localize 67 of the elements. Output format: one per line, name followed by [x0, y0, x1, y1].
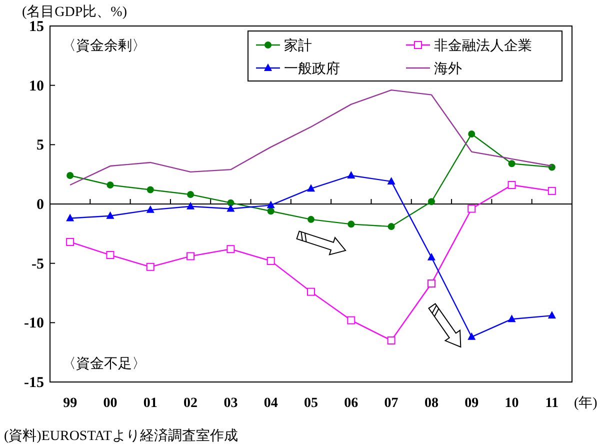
point: [347, 171, 356, 179]
annotation: 〈資金不足〉: [62, 356, 146, 372]
x-tick-label: 08: [424, 396, 438, 411]
point: [146, 205, 154, 213]
annotation: 〈資金余剰〉: [62, 38, 146, 54]
point: [347, 316, 356, 324]
point: [106, 211, 114, 219]
x-tick-label: 02: [184, 396, 198, 411]
point: [266, 200, 275, 208]
point: [508, 160, 516, 168]
point: [186, 252, 195, 260]
y-axis-title: (名目GDP比、%): [22, 4, 128, 20]
legend-label: 海外: [434, 61, 462, 77]
point: [468, 130, 476, 138]
point: [508, 314, 516, 322]
x-tick-label: 05: [304, 396, 318, 411]
point: [548, 186, 556, 195]
x-tick-label: 01: [143, 396, 158, 411]
point: [66, 172, 74, 180]
y-tick-label: 10: [29, 78, 44, 94]
point: [307, 288, 315, 296]
x-tick-label: 99: [63, 396, 78, 411]
point: [66, 214, 74, 222]
y-tick-label: -15: [24, 375, 44, 391]
point: [387, 176, 396, 184]
point: [548, 311, 556, 319]
point: [106, 251, 114, 260]
y-tick-label: -5: [32, 256, 44, 272]
x-tick-label: 03: [224, 396, 238, 411]
point: [66, 238, 74, 246]
point: [226, 204, 235, 212]
point: [308, 216, 314, 223]
point: [186, 202, 195, 210]
y-tick-label: 5: [36, 138, 44, 154]
point: [427, 252, 436, 260]
x-tick-label: 00: [103, 396, 118, 411]
y-tick-label: 0: [36, 197, 44, 213]
point: [146, 262, 154, 271]
point: [307, 184, 315, 192]
point: [187, 191, 194, 198]
x-tick-label: 10: [504, 396, 519, 411]
y-tick-label: -10: [24, 316, 44, 332]
text: (資料)EUROSTATより経済調査室作成: [4, 428, 238, 444]
point: [227, 199, 234, 206]
point: [226, 245, 235, 254]
point: [146, 186, 154, 194]
point: [387, 336, 396, 344]
x-tick-label: 04: [264, 396, 278, 411]
y-tick-label: 15: [29, 19, 44, 35]
x-tick-label: 09: [464, 396, 479, 411]
x-tick-label: 06: [344, 396, 358, 411]
point: [428, 198, 435, 206]
x-axis-title: (年): [574, 395, 598, 411]
legend-label: 非金融法人企業: [434, 38, 532, 54]
x-tick-label: 07: [384, 396, 398, 411]
point: [508, 181, 516, 190]
legend-label: 一般政府: [284, 61, 340, 77]
point: [266, 256, 275, 265]
point: [388, 223, 395, 230]
point: [106, 182, 114, 189]
legend-label: 家計: [284, 38, 312, 54]
point: [468, 204, 476, 213]
point: [348, 220, 355, 228]
point: [267, 208, 274, 215]
point: [427, 280, 436, 288]
point: [468, 332, 476, 340]
x-tick-label: 11: [545, 396, 559, 411]
